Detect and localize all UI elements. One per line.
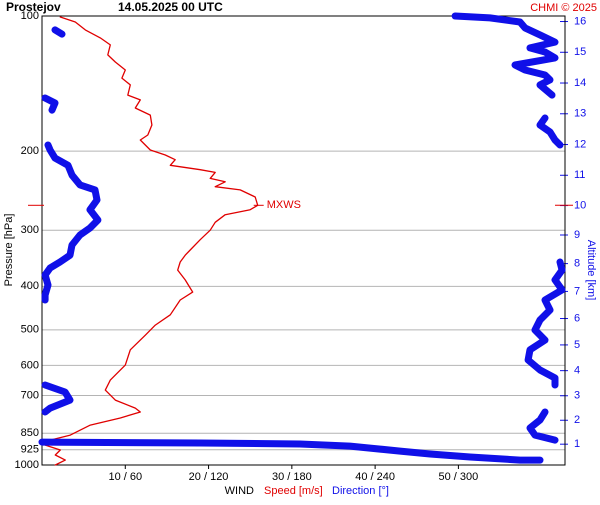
y-tick-label: 925: [21, 444, 39, 456]
y-tick-label: 200: [21, 145, 39, 157]
y2-tick-label: 4: [574, 365, 580, 377]
speed-axis-label: Speed [m/s]: [264, 485, 323, 497]
x-axis-label: WIND: [225, 485, 254, 497]
y-tick-label: 700: [21, 389, 39, 401]
x-tick-label: 20 / 120: [189, 471, 229, 483]
y2-tick-label: 8: [574, 258, 580, 270]
chart-title: 14.05.2025 00 UTC: [118, 0, 223, 14]
credit: CHMI © 2025: [530, 2, 597, 14]
y2-tick-label: 2: [574, 414, 580, 426]
mxws-label: MXWS: [267, 199, 301, 211]
station-name: Prostejov: [6, 0, 61, 14]
y-tick-label: 600: [21, 359, 39, 371]
y2-tick-label: 1: [574, 438, 580, 450]
y2-axis-label: Altitude [km]: [585, 240, 597, 301]
y2-tick-label: 13: [574, 108, 586, 120]
y2-tick-label: 16: [574, 15, 586, 27]
y2-tick-label: 11: [574, 169, 585, 181]
y-tick-label: 400: [21, 280, 39, 292]
y2-tick-label: 15: [574, 46, 586, 58]
y2-tick-label: 6: [574, 312, 580, 324]
y-tick-label: 500: [21, 324, 39, 336]
y2-tick-label: 7: [574, 285, 580, 297]
speed-line: [44, 16, 259, 466]
plot-frame: [41, 15, 566, 466]
y-axis-label: Pressure [hPa]: [3, 214, 15, 287]
y2-tick-label: 5: [574, 339, 580, 351]
y2-tick-label: 3: [574, 390, 580, 402]
y2-tick-label: 12: [574, 138, 586, 150]
y2-tick-label: 9: [574, 229, 580, 241]
direction-line: [38, 12, 566, 464]
x-tick-label: 40 / 240: [355, 471, 395, 483]
y2-tick-label: 14: [574, 77, 586, 89]
y-tick-label: 1000: [15, 459, 39, 471]
x-tick-label: 50 / 300: [439, 471, 479, 483]
y-tick-label: 850: [21, 427, 39, 439]
x-tick-label: 10 / 60: [108, 471, 142, 483]
x-tick-label: 30 / 180: [272, 471, 312, 483]
y2-tick-label: 10: [574, 199, 586, 211]
direction-axis-label: Direction [°]: [332, 485, 389, 497]
y-tick-label: 100: [21, 10, 39, 22]
y-tick-label: 300: [21, 224, 39, 236]
